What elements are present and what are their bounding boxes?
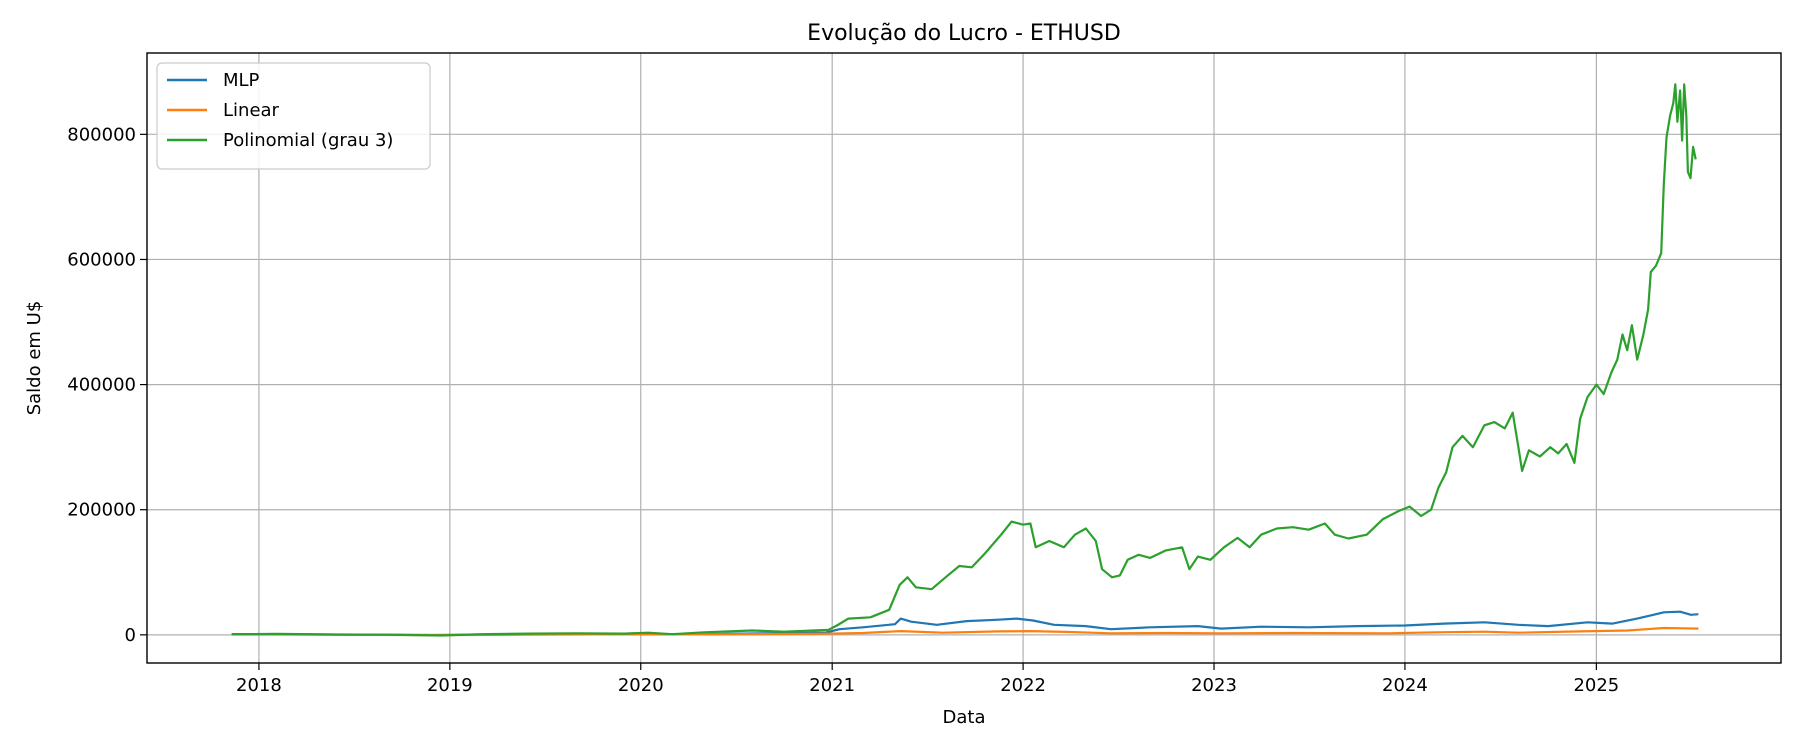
y-axis-title: Saldo em U$ xyxy=(24,301,45,416)
x-tick-label: 2020 xyxy=(618,675,664,696)
series-layer xyxy=(231,83,1699,637)
series-line-polinomial-grau-3 xyxy=(231,83,1697,637)
x-tick-label: 2021 xyxy=(809,675,855,696)
x-tick-label: 2023 xyxy=(1191,675,1237,696)
x-tick-label: 2019 xyxy=(427,675,473,696)
x-tick-label: 2018 xyxy=(236,675,282,696)
y-tick-label: 0 xyxy=(125,625,136,646)
x-axis-title: Data xyxy=(943,707,986,728)
legend-label: Linear xyxy=(223,100,280,121)
y-tick-label: 200000 xyxy=(67,500,136,521)
x-tick-label: 2024 xyxy=(1382,675,1428,696)
y-tick-label: 600000 xyxy=(67,249,136,270)
x-tick-label: 2022 xyxy=(1000,675,1046,696)
y-tick-label: 400000 xyxy=(67,375,136,396)
legend-box xyxy=(156,62,431,170)
legend: MLP Linear Polinomial (grau 3) xyxy=(156,62,431,170)
y-tick-label: 800000 xyxy=(67,124,136,145)
axes-ticks: 2018 2019 2020 2021 2022 2023 2024 2025 0 200000 4… xyxy=(67,124,1619,696)
chart-title: Evolução do Lucro - ETHUSD xyxy=(807,21,1121,46)
legend-label: MLP xyxy=(223,70,260,91)
x-tick-label: 2025 xyxy=(1573,675,1619,696)
legend-label: Polinomial (grau 3) xyxy=(223,130,393,151)
series-line-linear xyxy=(231,626,1699,637)
plot-frame xyxy=(146,52,1782,664)
